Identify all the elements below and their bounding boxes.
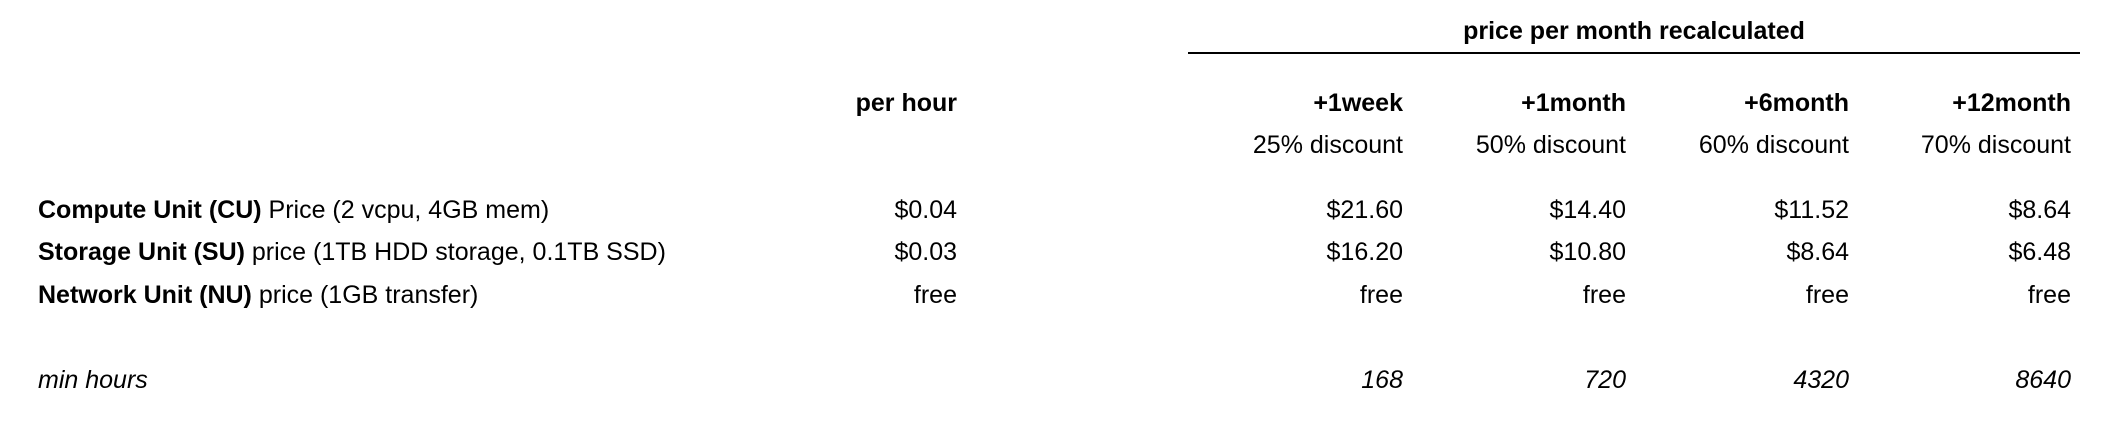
- column-subheader-1month: 50% discount: [1475, 131, 1626, 159]
- cell-nu-1month: free: [1582, 281, 1626, 309]
- cell-su-1week: $16.20: [1326, 238, 1403, 266]
- group-header: price per month recalculated: [1463, 17, 1805, 45]
- column-header-1month: +1month: [1521, 89, 1626, 117]
- row-label-rest: price (1GB transfer): [251, 281, 479, 309]
- min-hours-1month: 720: [1584, 366, 1626, 394]
- row-label-rest: price (1TB HDD storage, 0.1TB SSD): [244, 238, 666, 266]
- cell-su-6month: $8.64: [1786, 238, 1849, 266]
- row-label-rest: Price (2 vcpu, 4GB mem): [261, 196, 550, 224]
- row-label-compute-unit: Compute Unit (CU) Price (2 vcpu, 4GB mem…: [38, 195, 549, 225]
- row-label-network-unit: Network Unit (NU) price (1GB transfer): [38, 280, 478, 310]
- min-hours-6month: 4320: [1793, 366, 1849, 394]
- cell-nu-6month: free: [1805, 281, 1849, 309]
- cell-cu-1month: $14.40: [1549, 196, 1626, 224]
- cell-cu-6month: $11.52: [1774, 196, 1849, 224]
- row-label-bold: Network Unit (NU): [38, 281, 252, 309]
- column-header-6month: +6month: [1744, 89, 1849, 117]
- cell-cu-1week: $21.60: [1326, 196, 1403, 224]
- cell-nu-12month: free: [2027, 281, 2071, 309]
- column-header-1week: +1week: [1313, 89, 1403, 117]
- cell-cu-12month: $8.64: [2008, 196, 2071, 224]
- column-subheader-1week: 25% discount: [1252, 131, 1403, 159]
- cell-su-1month: $10.80: [1549, 238, 1626, 266]
- min-hours-1week: 168: [1361, 366, 1403, 394]
- column-subheader-12month: 70% discount: [1920, 131, 2071, 159]
- column-header-12month: +12month: [1952, 89, 2071, 117]
- row-label-bold: Compute Unit (CU): [38, 196, 262, 224]
- cell-cu-per-hour: $0.04: [894, 196, 957, 224]
- cell-nu-per-hour: free: [913, 281, 957, 309]
- cell-nu-1week: free: [1359, 281, 1403, 309]
- column-header-per-hour: per hour: [855, 89, 957, 117]
- min-hours-label: min hours: [38, 366, 148, 394]
- column-subheader-6month: 60% discount: [1698, 131, 1849, 159]
- group-header-rule: [1188, 52, 2080, 54]
- cell-su-per-hour: $0.03: [894, 238, 957, 266]
- row-label-bold: Storage Unit (SU): [38, 238, 245, 266]
- min-hours-12month: 8640: [2015, 366, 2071, 394]
- cell-su-12month: $6.48: [2008, 238, 2071, 266]
- row-label-storage-unit: Storage Unit (SU) price (1TB HDD storage…: [38, 237, 666, 267]
